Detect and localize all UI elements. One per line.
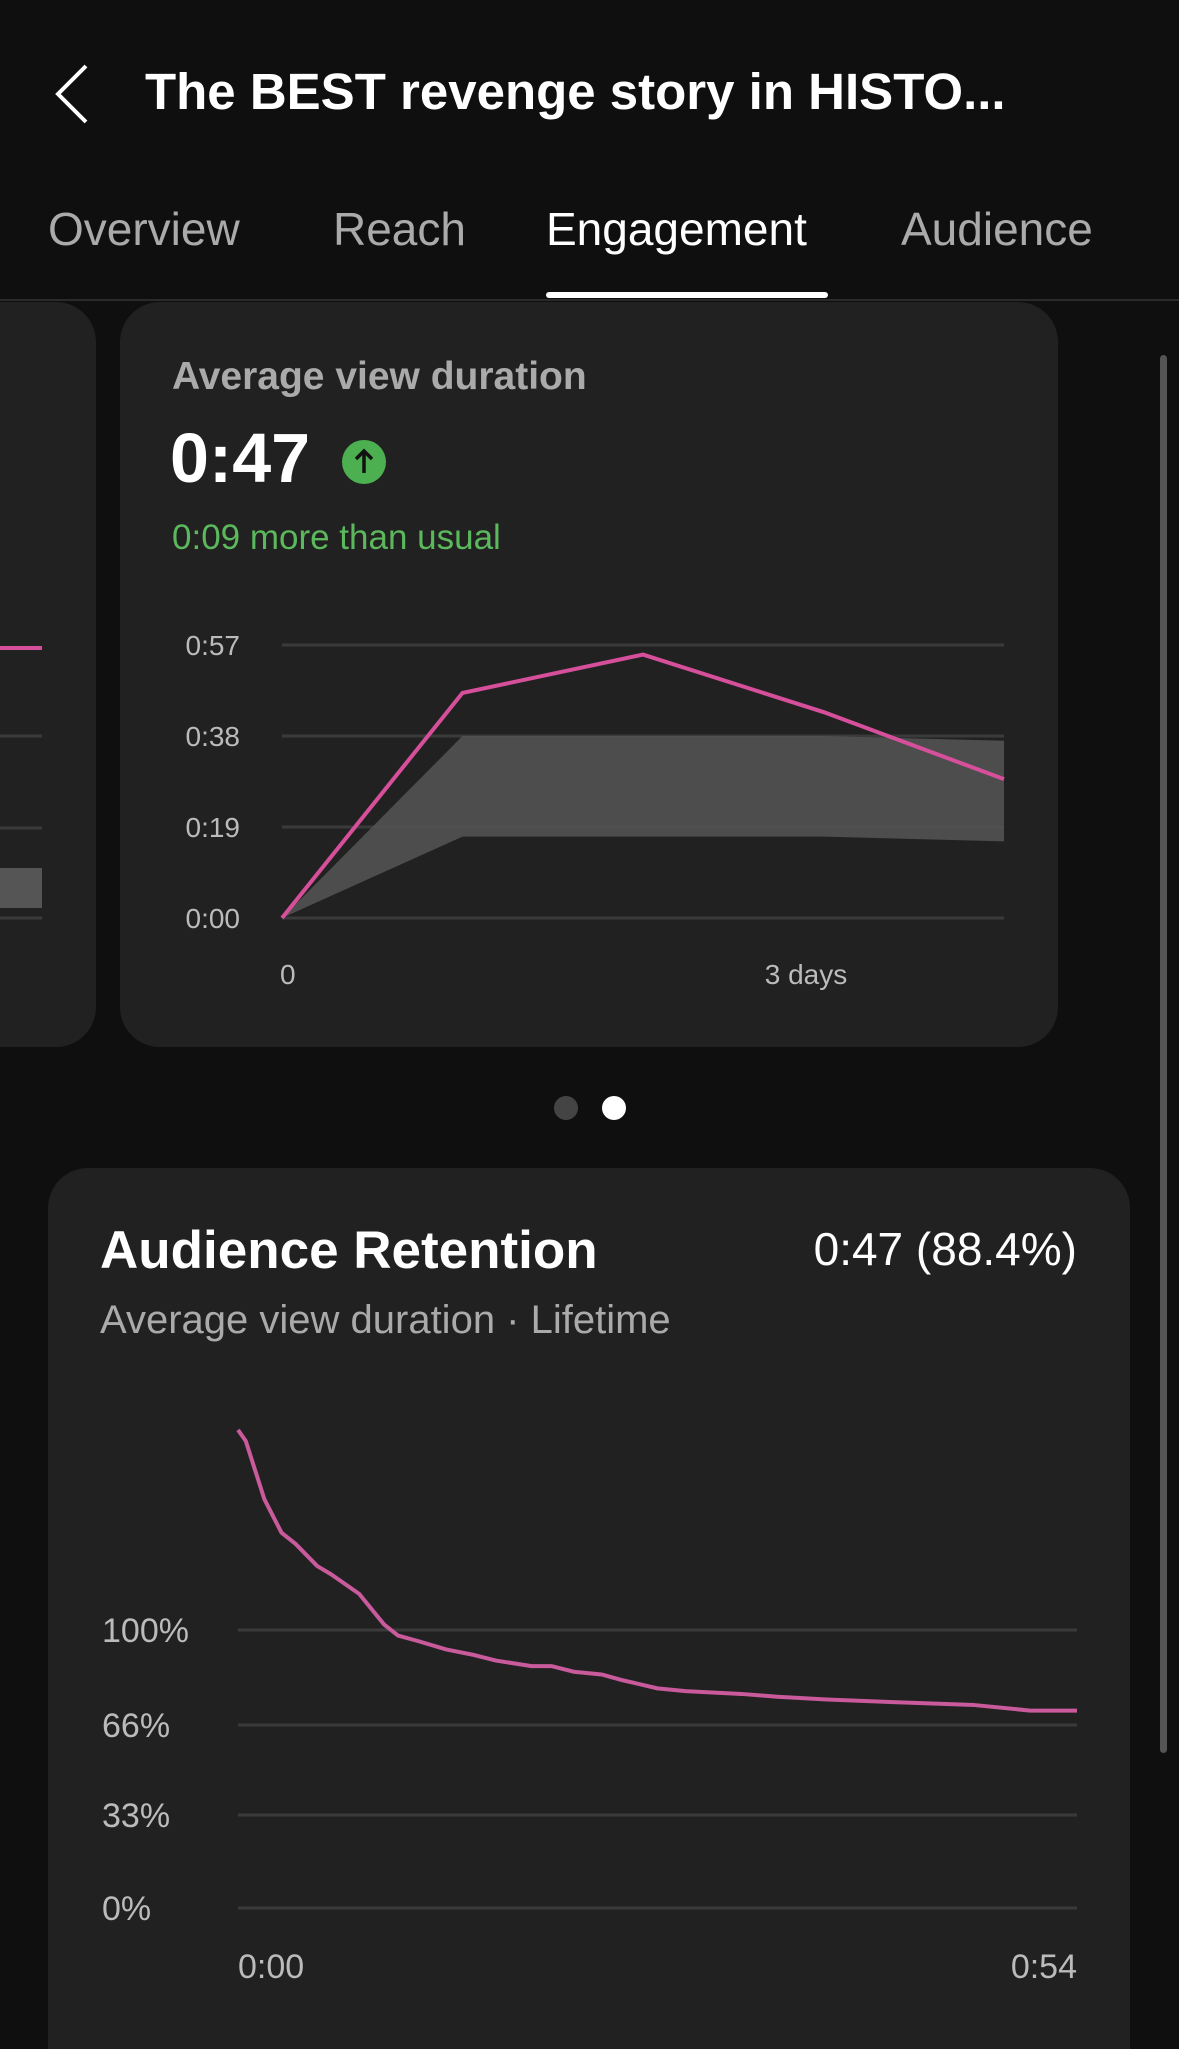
audience-retention-card[interactable] — [48, 1168, 1130, 2049]
back-chevron-icon[interactable] — [52, 62, 92, 126]
tab-engagement[interactable]: Engagement — [546, 203, 807, 255]
x-tick-label: 3 days — [765, 959, 848, 990]
active-tab-indicator — [546, 292, 828, 298]
tabs-divider — [0, 299, 1179, 301]
retention-series-line — [236, 1428, 1077, 1713]
tab-audience[interactable]: Audience — [901, 203, 1093, 255]
y-tick-label: 33% — [102, 1797, 170, 1835]
tab-overview[interactable]: Overview — [48, 203, 240, 255]
x-tick-label: 0 — [280, 959, 296, 990]
x-tick-label: 0:00 — [238, 1948, 304, 1986]
x-tick-label: 0:54 — [1011, 1948, 1077, 1986]
avd-delta: 0:09 more than usual — [172, 518, 501, 557]
average-view-duration-card[interactable] — [120, 302, 1058, 1047]
y-tick-label: 66% — [102, 1707, 170, 1745]
retention-chart: 0% 33% 66% 100% 0:00 0:54 — [102, 1428, 1077, 1986]
y-tick-label: 0% — [102, 1890, 151, 1928]
y-tick-label: 0:38 — [186, 721, 241, 752]
y-tick-label: 0:57 — [186, 630, 241, 661]
retention-title: Audience Retention — [100, 1221, 598, 1280]
tab-reach[interactable]: Reach — [333, 203, 466, 255]
avd-chart: 0:00 0:19 0:38 0:57 0 3 days — [186, 630, 1005, 990]
y-tick-label: 0:00 — [186, 903, 241, 934]
y-tick-label: 0:19 — [186, 812, 241, 843]
typical-range-band — [282, 736, 1004, 918]
y-tick-label: 100% — [102, 1612, 189, 1650]
avd-series-line — [280, 652, 1005, 920]
video-title: The BEST revenge story in HISTO... — [145, 63, 1006, 120]
retention-subtitle: Average view duration · Lifetime — [100, 1298, 671, 1342]
retention-value: 0:47 (88.4%) — [813, 1223, 1077, 1275]
previous-card-chart-fragment — [0, 646, 42, 920]
avd-value: 0:47 — [170, 419, 311, 497]
pager-dot-2-active[interactable] — [602, 1096, 626, 1120]
previous-metric-card[interactable] — [0, 302, 96, 1047]
avd-label: Average view duration — [172, 355, 587, 398]
scrollbar[interactable] — [1160, 355, 1167, 1753]
pager-dot-1[interactable] — [554, 1096, 578, 1120]
arrow-up-circle-icon — [342, 440, 386, 484]
